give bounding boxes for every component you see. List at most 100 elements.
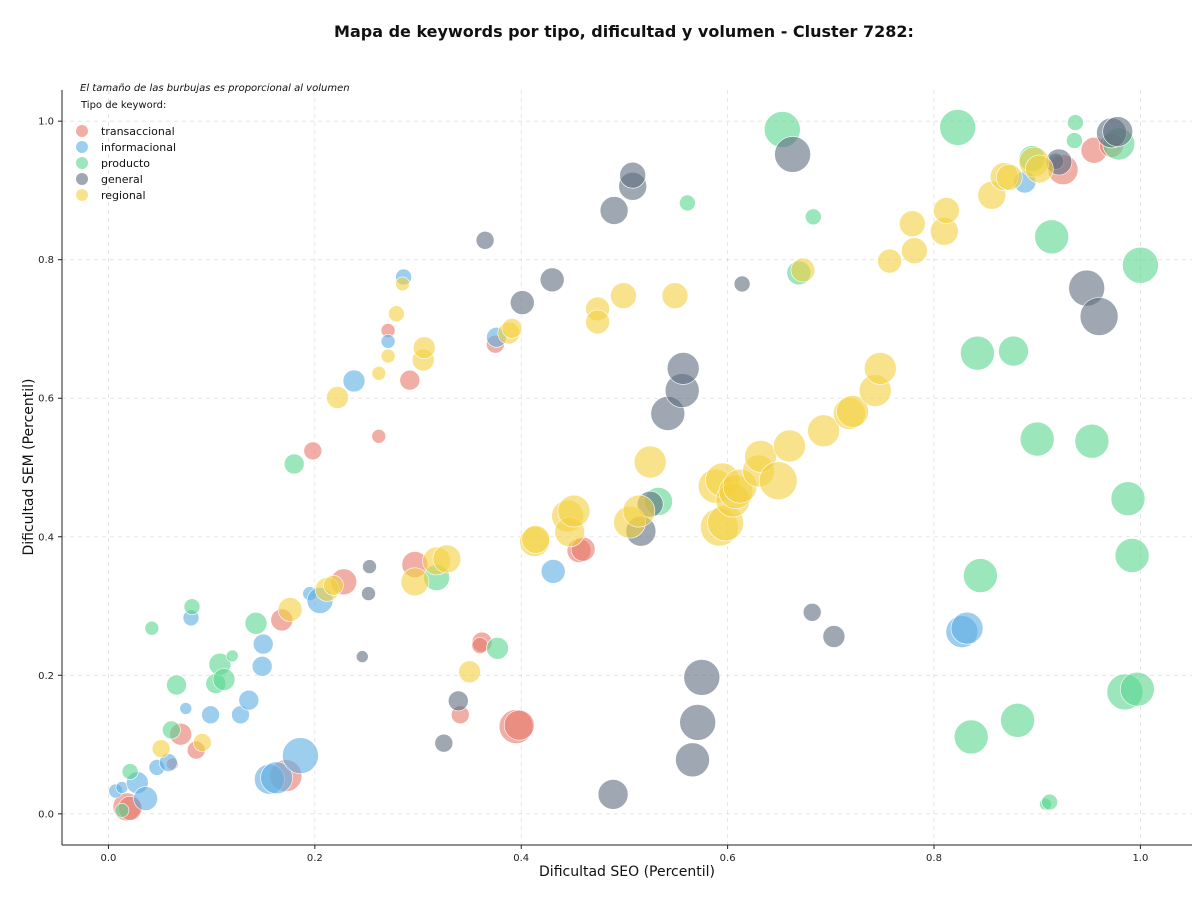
bubble-producto	[939, 109, 977, 146]
series-general	[355, 116, 1133, 810]
y-tick-label: 0.6	[38, 394, 54, 405]
bubble-producto	[212, 668, 236, 691]
legend-label-general: general	[101, 173, 143, 186]
bubble-general	[1102, 116, 1133, 147]
legend-marker-regional	[76, 189, 88, 201]
bubble-informacional	[282, 737, 319, 774]
legend: El tamaño de las burbujas es proporciona…	[76, 83, 350, 202]
bubble-regional	[758, 461, 798, 501]
bubble-general	[822, 625, 846, 648]
bubble-regional	[521, 525, 551, 554]
bubble-general	[683, 659, 721, 696]
x-tick-label: 0.2	[307, 853, 323, 864]
bubble-producto	[144, 620, 160, 636]
bubble-producto	[166, 674, 187, 696]
bubble-regional	[807, 414, 840, 448]
x-axis-label: Dificultad SEO (Percentil)	[539, 864, 715, 880]
chart-title: Mapa de keywords por tipo, dificultad y …	[334, 22, 914, 41]
legend-label-producto: producto	[101, 157, 150, 170]
bubble-general	[434, 733, 454, 753]
bubble-general	[599, 196, 629, 225]
bubble-regional	[277, 597, 303, 622]
bubble-producto	[114, 803, 130, 818]
bubble-producto	[1041, 793, 1058, 811]
bubble-informacional	[238, 689, 260, 711]
bubble-general	[361, 586, 376, 601]
bubble-transaccional	[371, 428, 387, 444]
bubble-producto	[283, 453, 305, 475]
bubble-transaccional	[399, 369, 421, 391]
bubble-informacional	[133, 786, 158, 811]
y-tick-label: 0.4	[38, 532, 54, 543]
bubble-general	[774, 136, 811, 173]
bubble-producto	[486, 636, 509, 660]
bubble-regional	[836, 395, 869, 428]
legend-title: Tipo de keyword:	[80, 100, 166, 111]
bubble-general	[597, 779, 629, 810]
bubble-informacional	[179, 702, 193, 715]
bubble-producto	[1122, 246, 1159, 284]
bubble-regional	[901, 237, 928, 264]
bubble-regional	[610, 282, 637, 310]
bubble-general	[509, 290, 535, 315]
bubble-general	[679, 704, 717, 741]
series-regional	[151, 146, 1054, 759]
bubble-transaccional	[471, 637, 489, 654]
bubble-transaccional	[503, 709, 535, 741]
bubble-general	[619, 161, 647, 189]
bubble-regional	[380, 348, 396, 364]
bubble-regional	[151, 739, 171, 759]
bubble-regional	[933, 197, 960, 224]
legend-label-regional: regional	[101, 189, 146, 202]
bubble-regional	[326, 386, 349, 409]
bubble-general	[675, 742, 710, 778]
legend-note: El tamaño de las burbujas es proporciona…	[80, 83, 350, 94]
bubble-producto	[1000, 702, 1035, 738]
y-tick-label: 0.2	[38, 671, 54, 682]
bubble-regional	[388, 305, 405, 323]
bubble-general	[475, 231, 495, 250]
legend-label-transaccional: transaccional	[101, 125, 175, 138]
bubble-producto	[121, 763, 139, 780]
x-tick-label: 0.4	[513, 853, 529, 864]
legend-marker-transaccional	[76, 125, 88, 137]
bubble-general	[362, 559, 377, 574]
axes	[61, 90, 1192, 846]
y-tick-label: 0.8	[38, 255, 54, 266]
x-tick-label: 0.8	[926, 853, 942, 864]
bubble-informacional	[540, 559, 566, 584]
bubble-general	[1079, 297, 1119, 336]
bubble-general	[733, 275, 751, 293]
bubble-producto	[1019, 421, 1055, 457]
legend-marker-informacional	[76, 141, 88, 153]
bubble-informacional	[252, 633, 274, 655]
bubble-regional	[863, 352, 897, 385]
bubble-informacional	[251, 655, 273, 677]
bubble-regional	[1025, 154, 1054, 184]
bubble-producto	[1120, 671, 1155, 707]
bubble-regional	[661, 282, 689, 310]
bubble-informacional	[950, 611, 984, 645]
bubble-general	[666, 352, 700, 385]
bubble-regional	[395, 276, 410, 292]
bubble-regional	[622, 494, 656, 528]
bubble-informacional	[201, 705, 220, 725]
bubble-general	[539, 267, 565, 293]
bubble-producto	[998, 335, 1029, 367]
legend-label-informacional: informacional	[101, 141, 176, 154]
bubble-regional	[557, 494, 591, 528]
bubble-regional	[458, 660, 481, 684]
bubble-producto	[1066, 132, 1083, 149]
bubble-general	[802, 602, 822, 622]
bubble-regional	[585, 309, 610, 335]
x-ticks: 0.0 0.2 0.4 0.6 0.8 1.0	[100, 845, 1148, 864]
bubble-informacional	[342, 369, 366, 393]
bubble-producto	[953, 719, 989, 755]
bubble-transaccional	[303, 441, 323, 461]
bubble-regional	[400, 567, 430, 597]
bubble-general	[355, 650, 369, 663]
x-tick-label: 0.6	[720, 853, 736, 864]
bubble-producto	[804, 208, 822, 226]
bubble-producto	[226, 649, 239, 663]
x-tick-label: 0.0	[100, 853, 116, 864]
